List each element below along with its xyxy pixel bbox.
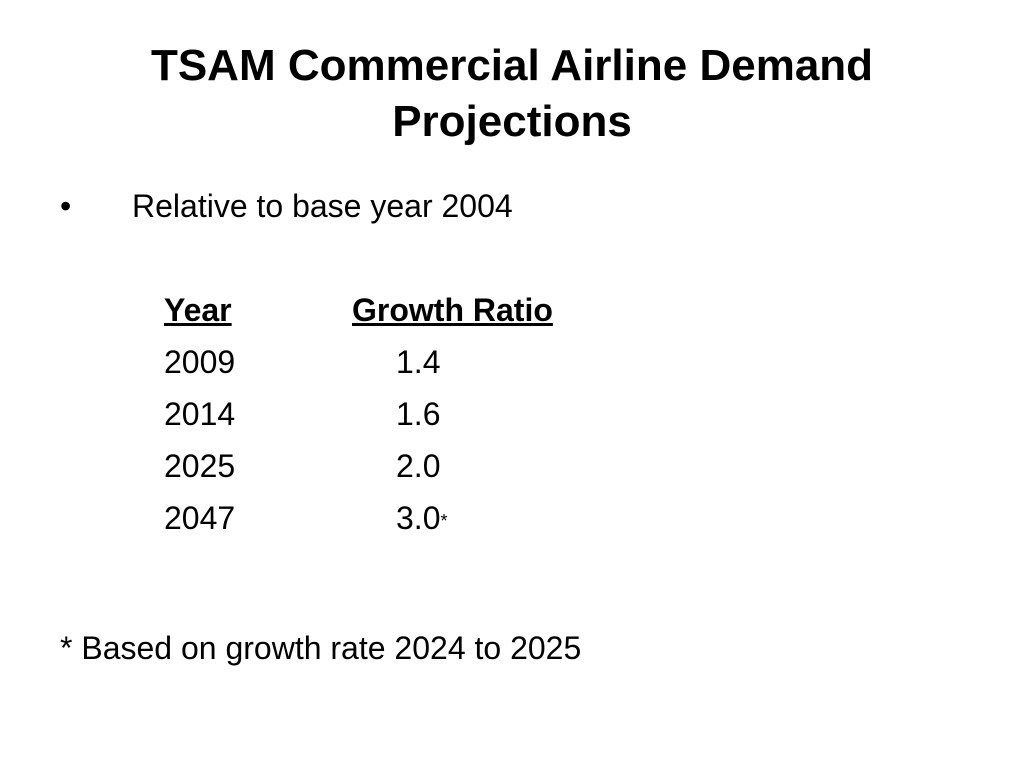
table-header-row: Year Growth Ratio bbox=[164, 288, 553, 340]
bullet-text: Relative to base year 2004 bbox=[132, 188, 513, 224]
title-line-1: TSAM Commercial Airline Demand bbox=[150, 41, 874, 90]
table-row: 2009 1.4 bbox=[164, 340, 553, 392]
cell-ratio: 1.6 bbox=[300, 392, 553, 444]
footnote-text: * Based on growth rate 2024 to 2025 bbox=[60, 630, 582, 666]
cell-ratio: 2.0 bbox=[300, 444, 553, 496]
ratio-value: 1.4 bbox=[396, 344, 441, 380]
footnote-marker: * bbox=[440, 511, 448, 531]
header-year: Year bbox=[164, 292, 232, 328]
growth-ratio-table: Year Growth Ratio 2009 1.4 2014 1.6 2025… bbox=[164, 288, 553, 548]
table-row: 2025 2.0 bbox=[164, 444, 553, 496]
ratio-value: 3.0 bbox=[396, 500, 441, 536]
bullet-icon: • bbox=[60, 188, 72, 224]
cell-year: 2047 bbox=[164, 500, 236, 536]
header-growth-ratio: Growth Ratio bbox=[352, 292, 553, 328]
table-row: 2047 3.0* bbox=[164, 496, 553, 548]
table-row: 2014 1.6 bbox=[164, 392, 553, 444]
bullet-item: • Relative to base year 2004 bbox=[60, 184, 513, 228]
ratio-value: 2.0 bbox=[396, 448, 441, 484]
cell-year: 2014 bbox=[164, 396, 236, 432]
cell-ratio: 3.0* bbox=[300, 496, 553, 548]
cell-year: 2025 bbox=[164, 448, 236, 484]
cell-ratio: 1.4 bbox=[300, 340, 553, 392]
cell-year: 2009 bbox=[164, 344, 236, 380]
slide-title: TSAM Commercial Airline Demand Projectio… bbox=[40, 38, 984, 150]
ratio-value: 1.6 bbox=[396, 396, 441, 432]
title-line-2: Projections bbox=[392, 97, 632, 146]
